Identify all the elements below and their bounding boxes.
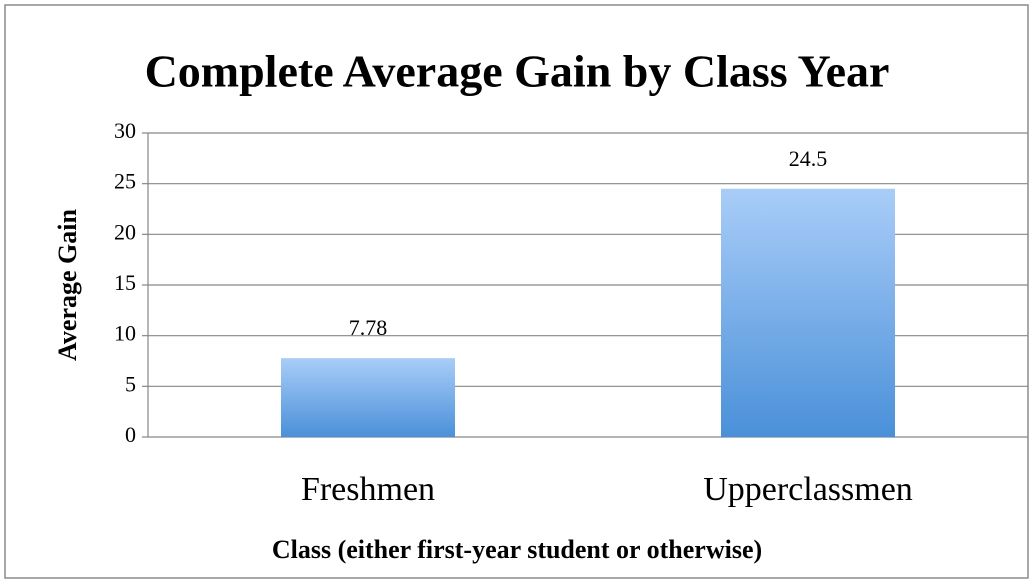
y-tick-label: 10	[114, 321, 136, 346]
data-label: 7.78	[349, 315, 388, 340]
chart-title: Complete Average Gain by Class Year	[145, 46, 890, 97]
x-tick-label: Upperclassmen	[703, 471, 913, 508]
y-tick-label: 15	[114, 270, 136, 295]
x-tick-label: Freshmen	[301, 471, 435, 508]
y-tick-label: 0	[125, 422, 136, 447]
bar	[721, 188, 895, 437]
y-axis-title: Average Gain	[53, 209, 82, 361]
y-tick-label: 5	[125, 371, 136, 396]
data-label: 24.5	[789, 146, 828, 171]
bar	[281, 358, 455, 437]
x-axis-title: Class (either first-year student or othe…	[272, 535, 762, 564]
y-tick-label: 20	[114, 219, 136, 244]
y-tick-label: 25	[114, 169, 136, 194]
y-tick-label: 30	[114, 118, 136, 143]
